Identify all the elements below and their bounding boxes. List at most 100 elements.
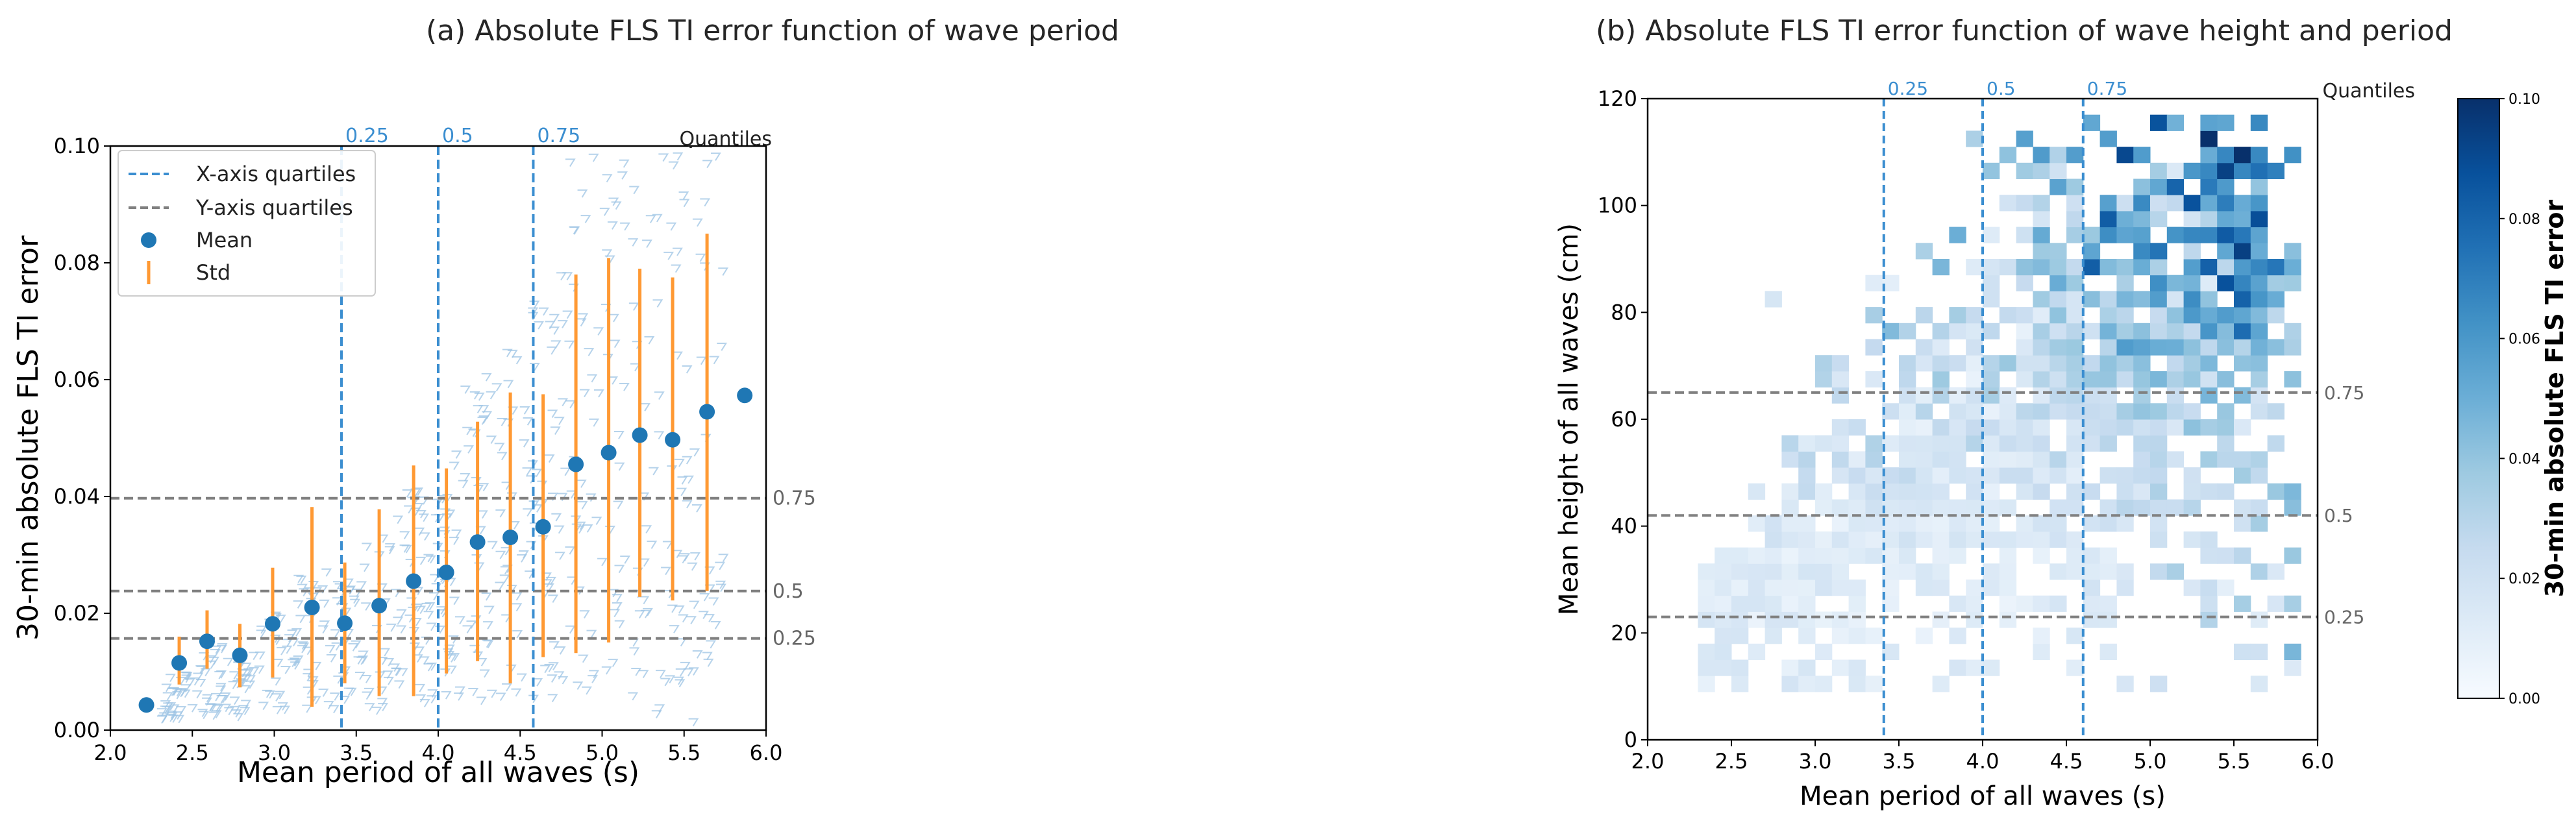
heatmap-cell [2250,178,2268,195]
sample-point [620,556,631,564]
heatmap-cell [2116,195,2134,212]
heatmap-cell [2267,595,2285,612]
heatmap-cell [1999,435,2017,452]
sample-point [221,703,232,713]
heatmap-cell [2133,403,2151,420]
heatmap-cell [2150,483,2168,500]
heatmap-cell [1966,659,1983,676]
sample-point [588,153,599,162]
heatmap-cell [2099,387,2117,404]
heatmap-cell [2066,323,2084,339]
heatmap-cell [2066,499,2084,516]
heatmap-cell [1932,355,1950,372]
heatmap-cell [1999,307,2017,324]
heatmap-cell [2050,595,2067,612]
heatmap-cell [2166,323,2185,339]
sample-point [419,532,430,541]
sample-point [394,680,405,689]
heatmap-cell [2066,178,2084,195]
heatmap-cell [2066,259,2084,276]
heatmap-cell [2217,275,2235,291]
heatmap-cell [1932,371,1950,388]
sample-point [273,658,284,667]
panel-a-y-label: 30-min absolute FLS TI error [12,235,45,641]
mean-point [304,600,320,615]
heatmap-cell [2116,499,2134,516]
heatmap-cell [2166,307,2185,324]
sample-point [271,677,282,686]
heatmap-cell [2099,515,2117,532]
heatmap-cell [1831,451,1850,468]
heatmap-cell [2183,323,2201,339]
heatmap-cell [2133,483,2151,500]
heatmap-cell [2183,162,2201,179]
sample-point [290,661,301,670]
heatmap-cell [1899,371,1916,388]
heatmap-cell [2150,339,2168,356]
heatmap-cell [1983,371,2000,388]
heatmap-cell [2099,595,2117,612]
sample-point [311,661,322,670]
heatmap-cell [2083,387,2101,404]
sample-point [602,174,613,183]
legend-y-quartiles-label: Y-axis quartiles [195,195,353,220]
sample-point [651,710,662,718]
heatmap-cell [2183,259,2201,276]
sample-point [458,480,469,489]
heatmap-cell [1748,515,1766,532]
heatmap-cell [1899,387,1916,404]
sample-point [384,676,394,685]
heatmap-cell [1748,547,1766,564]
sample-point [343,578,354,587]
heatmap-cell [2267,435,2285,452]
heatmap-cell [2250,291,2268,308]
heatmap-cell [1865,531,1883,548]
heatmap-cell [2083,611,2101,628]
heatmap-cell [2166,403,2185,420]
sample-point [491,383,502,392]
heatmap-cell [1983,323,2000,339]
sample-point [702,652,713,661]
heatmap-cell [2150,676,2168,692]
heatmap-cell [2033,323,2050,339]
heatmap-cell [1915,515,1933,532]
sample-point [352,589,362,597]
heatmap-cell [2116,563,2134,580]
heatmap-cell [2050,531,2067,548]
heatmap-cell [1831,611,1850,628]
heatmap-cell [2083,371,2101,388]
heatmap-cell [2284,595,2301,612]
heatmap-cell [2033,243,2050,260]
y-tick-label: 0.10 [54,134,100,158]
sample-point [478,405,489,413]
x-tick-label: 3.5 [340,740,373,765]
heatmap-cell [2083,563,2101,580]
sample-point [449,596,460,605]
heatmap-cell [1715,595,1732,612]
heatmap-cell [2033,515,2050,532]
heatmap-cell [2033,628,2050,644]
mean-point [199,633,215,650]
heatmap-cell [1949,451,1966,468]
heatmap-cell [2267,291,2285,308]
sample-point [582,686,592,695]
heatmap-cell [1798,531,1816,548]
heatmap-cell [2200,178,2218,195]
sample-point [230,705,241,715]
heatmap-cell [1899,531,1916,548]
sample-point [446,665,457,674]
sample-point [558,676,569,685]
sample-point [577,189,588,198]
heatmap-cell [2083,547,2101,564]
heatmap-cell [1966,323,1983,339]
y-tick-label: 0.08 [54,251,100,275]
heatmap-cell [2150,259,2168,276]
heatmap-cell [2033,339,2050,356]
y-tick-label: 0.06 [54,367,100,392]
sample-point [462,625,473,634]
heatmap-cell [2234,451,2251,468]
heatmap-cell [2066,387,2084,404]
sample-point [573,681,584,690]
sample-point [211,710,222,718]
sample-point [278,702,288,711]
